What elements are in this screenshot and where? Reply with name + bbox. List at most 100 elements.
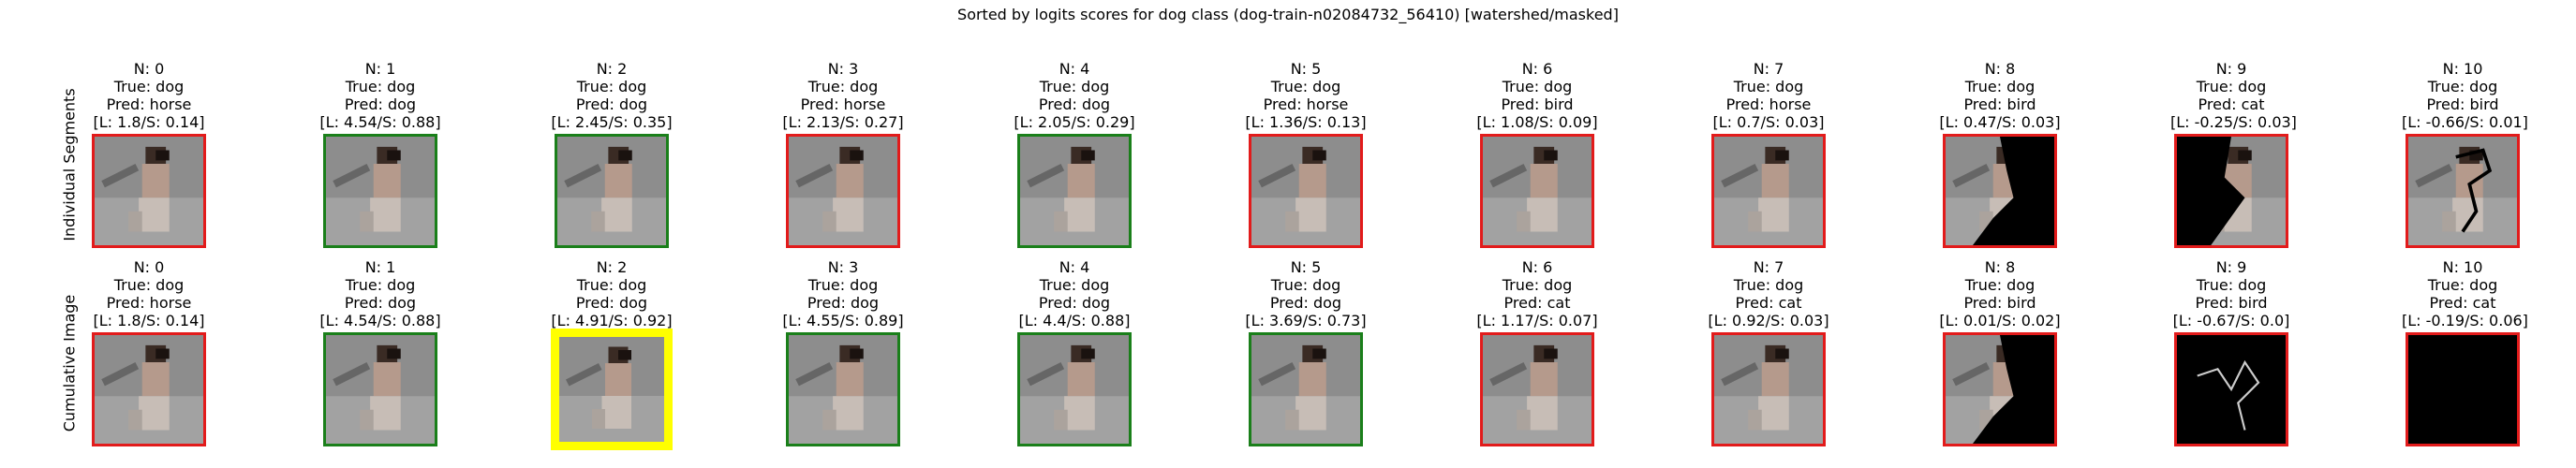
segment-thumbnail	[2406, 134, 2520, 248]
caption-pred: Pred: bird	[1501, 95, 1574, 113]
caption-pred: Pred: dog	[1038, 95, 1111, 113]
caption-pred: Pred: horse	[1263, 95, 1349, 113]
caption-score: [L: 1.08/S: 0.09]	[1476, 113, 1598, 131]
caption-pred: Pred: cat	[2429, 294, 2496, 312]
caption-true: True: dog	[1733, 78, 1804, 95]
cell-caption: N: 10 True: dog Pred: bird [L: -0.66/S: 0.0…	[2402, 60, 2528, 131]
caption-true: True: dog	[1733, 276, 1804, 294]
thumbnail-cell: N: 4 True: dog Pred: dog [L: 2.05/S: 0.29]	[1014, 60, 1135, 248]
segment-thumbnail	[786, 134, 900, 248]
caption-true: True: dog	[345, 78, 416, 95]
caption-true: True: dog	[1039, 276, 1110, 294]
segment-thumbnail	[1480, 134, 1594, 248]
thumbnail-cell: N: 9 True: dog Pred: bird [L: -0.67/S: 0.0]	[2170, 258, 2292, 446]
caption-score: [L: 4.54/S: 0.88]	[319, 312, 441, 329]
thumbnail-cell: N: 10 True: dog Pred: cat [L: -0.19/S: 0.06…	[2402, 258, 2528, 446]
caption-true: True: dog	[576, 276, 647, 294]
caption-score: [L: 3.69/S: 0.73]	[1245, 312, 1367, 329]
segment-thumbnail	[1480, 332, 1594, 446]
caption-score: [L: -0.19/S: 0.06]	[2402, 312, 2528, 329]
thumbnail-cell: N: 1 True: dog Pred: dog [L: 4.54/S: 0.88]	[319, 258, 441, 446]
thumbnail-cell: N: 1 True: dog Pred: dog [L: 4.54/S: 0.88]	[319, 60, 441, 248]
thumbnail-cell: N: 4 True: dog Pred: dog [L: 4.4/S: 0.88]	[1014, 258, 1135, 446]
caption-pred: Pred: bird	[1963, 294, 2036, 312]
cell-caption: N: 10 True: dog Pred: cat [L: -0.19/S: 0.06…	[2402, 258, 2528, 329]
segment-thumbnail	[92, 332, 206, 446]
caption-true: True: dog	[113, 78, 185, 95]
caption-n: N: 7	[1753, 60, 1784, 78]
cell-caption: N: 1 True: dog Pred: dog [L: 4.54/S: 0.88]	[319, 258, 441, 329]
cell-caption: N: 2 True: dog Pred: dog [L: 2.45/S: 0.35]	[551, 60, 673, 131]
caption-n: N: 1	[364, 258, 396, 276]
cell-caption: N: 0 True: dog Pred: horse [L: 1.8/S: 0.14]	[88, 258, 210, 329]
caption-pred: Pred: dog	[1038, 294, 1111, 312]
caption-n: N: 5	[1290, 258, 1322, 276]
segment-thumbnail	[1711, 332, 1826, 446]
caption-n: N: 6	[1521, 258, 1553, 276]
caption-pred: Pred: cat	[1735, 294, 1802, 312]
segment-thumbnail	[92, 134, 206, 248]
caption-score: [L: 1.8/S: 0.14]	[93, 312, 205, 329]
cell-caption: N: 3 True: dog Pred: dog [L: 4.55/S: 0.89]	[782, 258, 904, 329]
caption-true: True: dog	[576, 78, 647, 95]
row-label-text: Cumulative Image	[60, 294, 79, 432]
row-label-text: Individual Segments	[60, 88, 79, 241]
caption-score: [L: 4.4/S: 0.88]	[1018, 312, 1131, 329]
caption-score: [L: 4.54/S: 0.88]	[319, 113, 441, 131]
thumbnail-cell: N: 3 True: dog Pred: dog [L: 4.55/S: 0.89]	[782, 258, 904, 446]
segment-thumbnail	[323, 332, 437, 446]
segment-thumbnail	[551, 329, 673, 450]
caption-pred: Pred: dog	[575, 294, 648, 312]
caption-pred: Pred: horse	[1725, 95, 1812, 113]
caption-true: True: dog	[2196, 78, 2267, 95]
cell-caption: N: 7 True: dog Pred: horse [L: 0.7/S: 0.03]	[1708, 60, 1829, 131]
caption-n: N: 8	[1984, 60, 2016, 78]
caption-n: N: 0	[133, 258, 165, 276]
thumbnail-cell: N: 0 True: dog Pred: horse [L: 1.8/S: 0.14]	[88, 258, 210, 446]
caption-pred: Pred: horse	[106, 95, 192, 113]
caption-score: [L: 0.01/S: 0.02]	[1939, 312, 2061, 329]
caption-n: N: 4	[1059, 258, 1090, 276]
thumbnail-cell: N: 2 True: dog Pred: dog [L: 2.45/S: 0.35]	[551, 60, 673, 248]
thumbnail-cell: N: 8 True: dog Pred: bird [L: 0.01/S: 0.02]	[1939, 258, 2061, 446]
segment-thumbnail	[1249, 332, 1363, 446]
thumbnail-cell: N: 5 True: dog Pred: dog [L: 3.69/S: 0.73]	[1245, 258, 1367, 446]
thumbnail-cell: N: 5 True: dog Pred: horse [L: 1.36/S: 0.13…	[1245, 60, 1367, 248]
cell-caption: N: 2 True: dog Pred: dog [L: 4.91/S: 0.92]	[551, 258, 673, 329]
caption-score: [L: 0.92/S: 0.03]	[1708, 312, 1829, 329]
cell-caption: N: 8 True: dog Pred: bird [L: 0.01/S: 0.02]	[1939, 258, 2061, 329]
segment-thumbnail	[2174, 134, 2288, 248]
caption-true: True: dog	[807, 276, 879, 294]
thumbnail-cell: N: 7 True: dog Pred: cat [L: 0.92/S: 0.03]	[1708, 258, 1829, 446]
caption-pred: Pred: cat	[2198, 95, 2265, 113]
thumbnail-cell: N: 10 True: dog Pred: bird [L: -0.66/S: 0.0…	[2402, 60, 2528, 248]
caption-true: True: dog	[807, 78, 879, 95]
caption-score: [L: 0.7/S: 0.03]	[1712, 113, 1825, 131]
caption-score: [L: 4.55/S: 0.89]	[782, 312, 904, 329]
cell-caption: N: 4 True: dog Pred: dog [L: 2.05/S: 0.29]	[1014, 60, 1135, 131]
thumbnail-cell: N: 2 True: dog Pred: dog [L: 4.91/S: 0.92]	[551, 258, 673, 450]
caption-true: True: dog	[1964, 276, 2036, 294]
caption-true: True: dog	[2427, 276, 2498, 294]
caption-n: N: 1	[364, 60, 396, 78]
cell-caption: N: 8 True: dog Pred: bird [L: 0.47/S: 0.03]	[1939, 60, 2061, 131]
cell-caption: N: 5 True: dog Pred: dog [L: 3.69/S: 0.73]	[1245, 258, 1367, 329]
caption-true: True: dog	[2427, 78, 2498, 95]
cell-caption: N: 1 True: dog Pred: dog [L: 4.54/S: 0.88]	[319, 60, 441, 131]
cell-caption: N: 6 True: dog Pred: cat [L: 1.17/S: 0.07]	[1476, 258, 1598, 329]
caption-n: N: 9	[2215, 258, 2247, 276]
caption-n: N: 10	[2442, 258, 2483, 276]
caption-n: N: 2	[596, 258, 628, 276]
caption-true: True: dog	[1039, 78, 1110, 95]
caption-n: N: 8	[1984, 258, 2016, 276]
caption-pred: Pred: dog	[344, 95, 417, 113]
caption-n: N: 7	[1753, 258, 1784, 276]
caption-pred: Pred: dog	[807, 294, 880, 312]
segment-thumbnail	[1943, 332, 2057, 446]
caption-n: N: 2	[596, 60, 628, 78]
caption-pred: Pred: horse	[800, 95, 886, 113]
caption-true: True: dog	[2196, 276, 2267, 294]
caption-score: [L: 2.05/S: 0.29]	[1014, 113, 1135, 131]
segment-thumbnail	[1017, 332, 1132, 446]
caption-score: [L: -0.67/S: 0.0]	[2172, 312, 2290, 329]
